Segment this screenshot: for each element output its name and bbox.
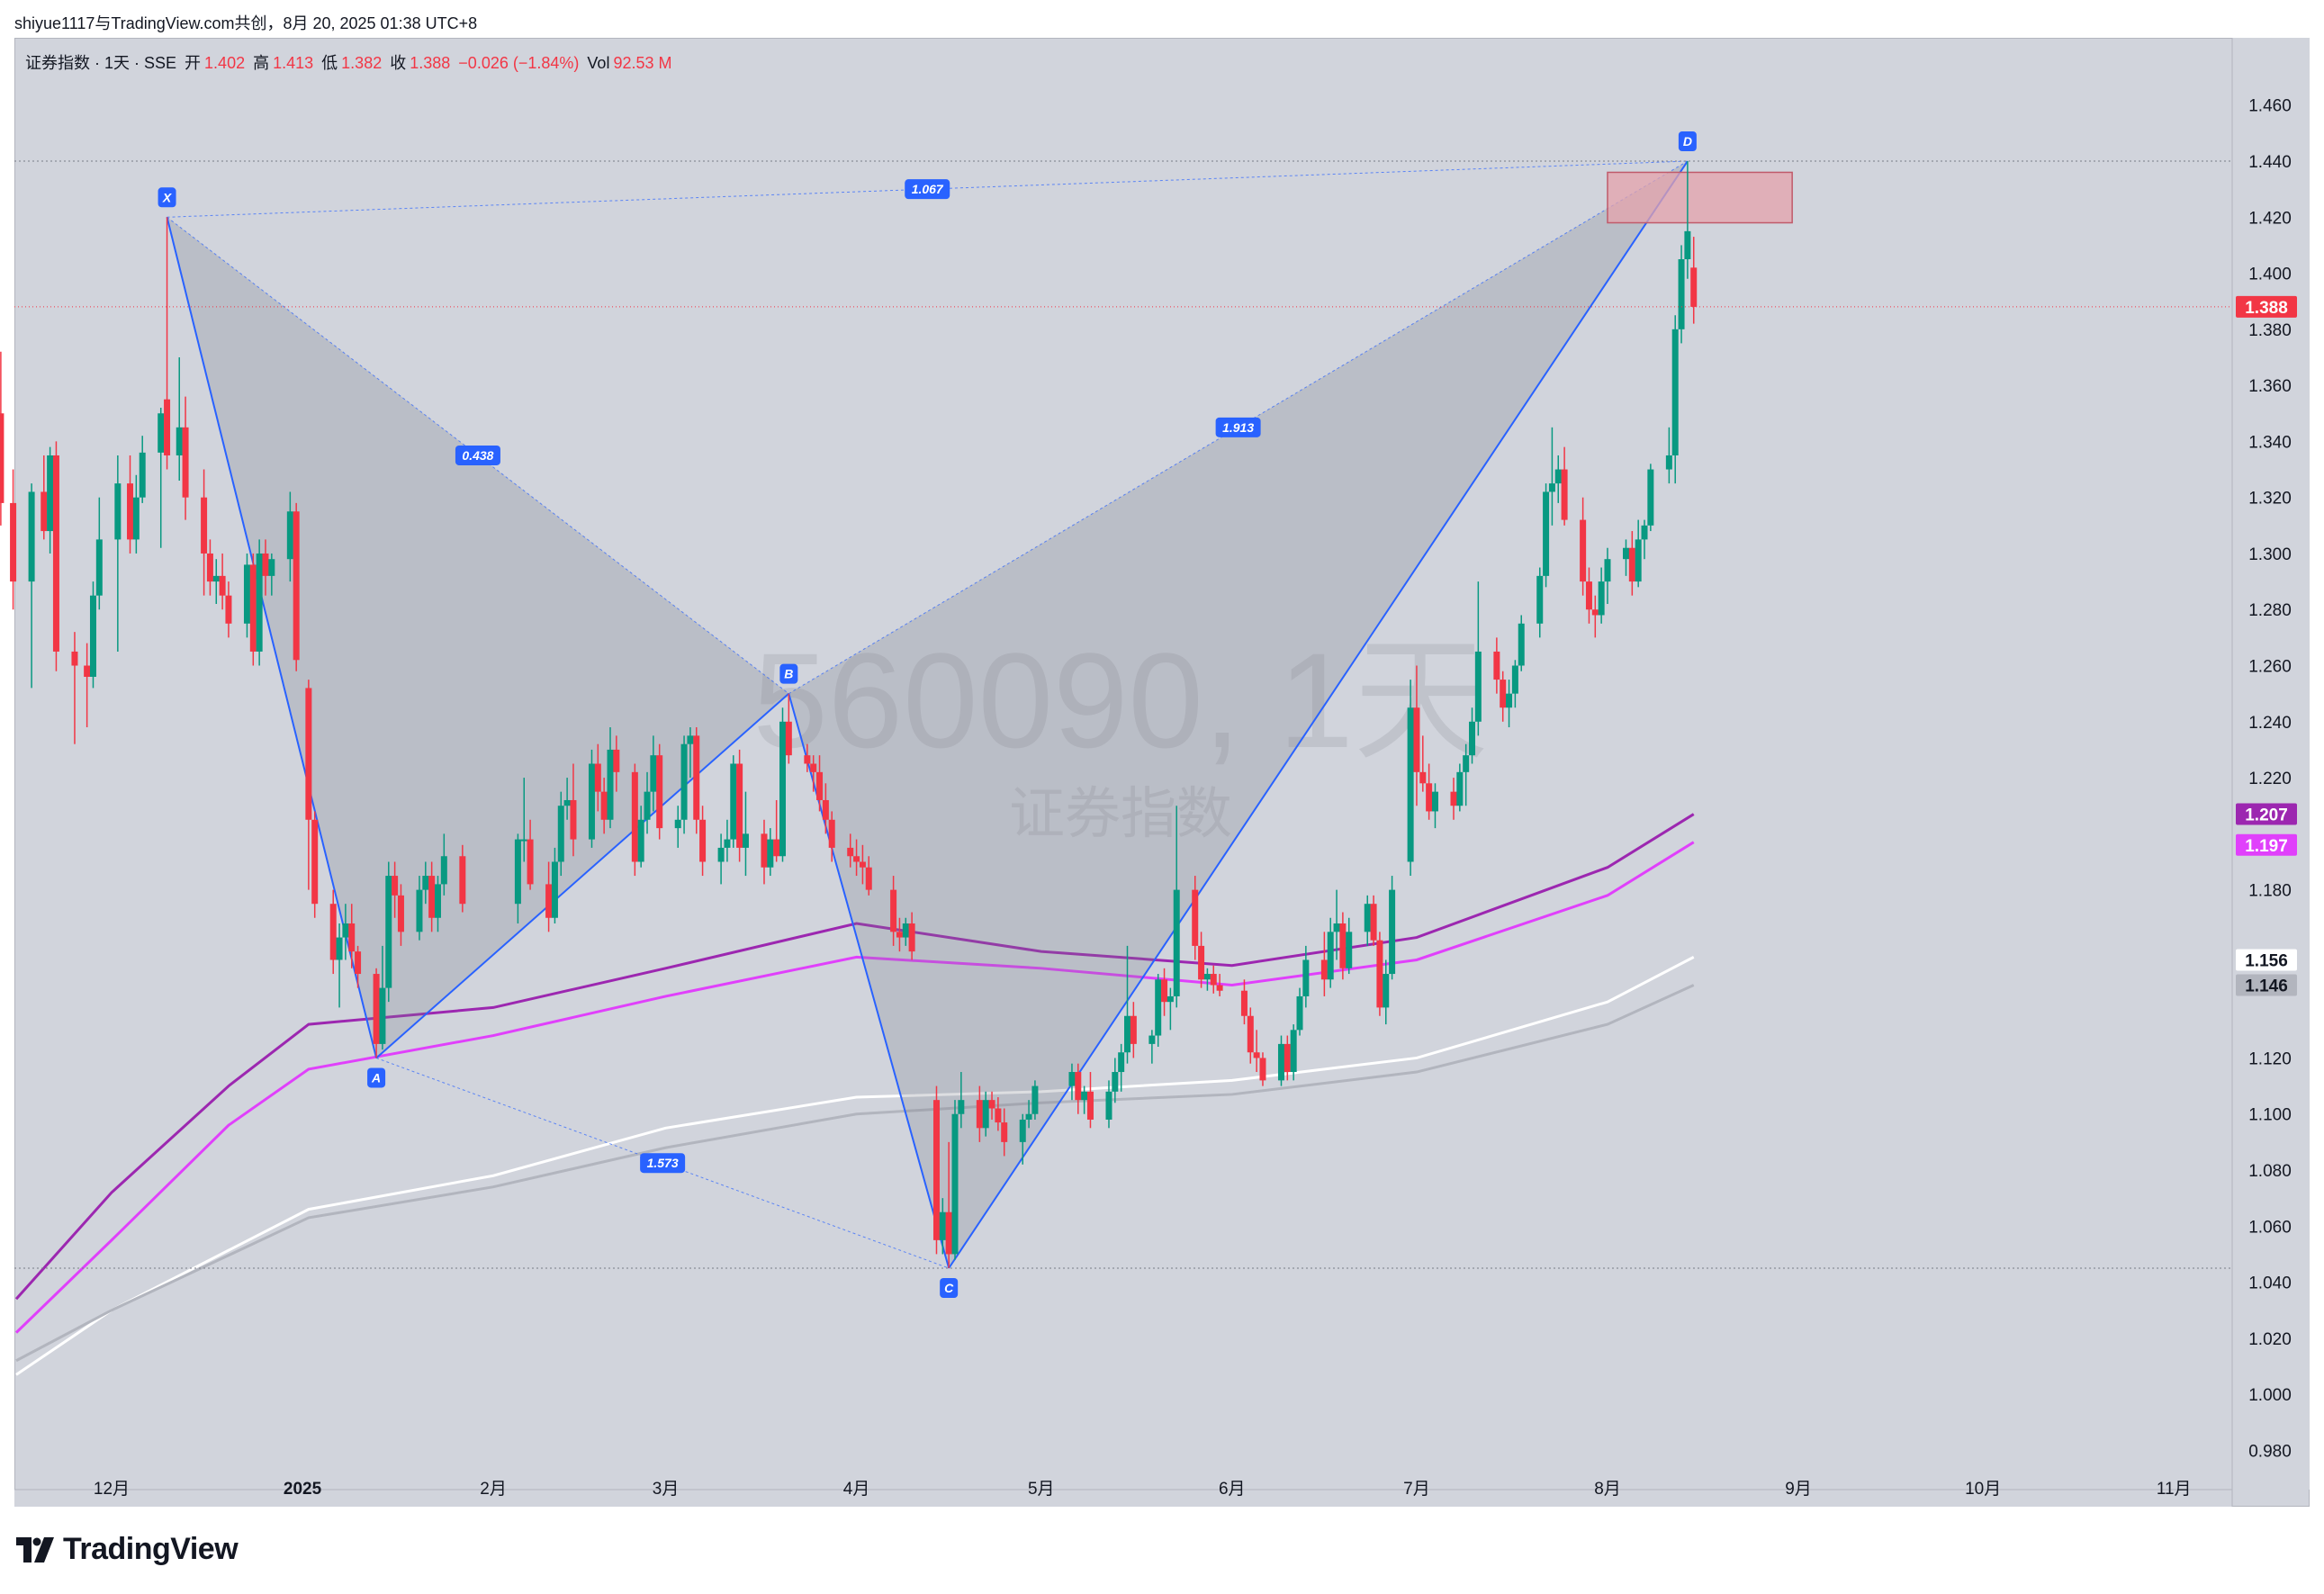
chart-panel[interactable] (14, 38, 2310, 1507)
volume-label: Vol (587, 54, 610, 72)
close-label: 收 (390, 54, 407, 72)
chart-header-title: shiyue1117与TradingView.com共创，8月 20, 2025… (14, 14, 478, 32)
tradingview-logo-text: TradingView (63, 1532, 239, 1566)
candle-body (0, 413, 5, 503)
low-value: 1.382 (341, 54, 383, 72)
tradingview-logo[interactable]: TradingView (16, 1532, 239, 1567)
open-label: 开 (185, 54, 202, 72)
currency-button[interactable]: CNY (2239, 45, 2293, 79)
low-label: 低 (321, 54, 338, 72)
symbol-name[interactable]: 证券指数 · 1天 · SSE (25, 54, 177, 72)
high-value: 1.413 (273, 54, 314, 72)
tradingview-logo-icon (16, 1536, 54, 1562)
volume-value: 92.53 M (613, 54, 672, 72)
change-value: −0.026 (−1.84%) (458, 54, 580, 72)
symbol-legend: 证券指数 · 1天 · SSE 开 1.402 高 1.413 低 1.382 收 1.… (25, 50, 676, 74)
high-label: 高 (253, 54, 270, 72)
close-value: 1.388 (410, 54, 451, 72)
open-value: 1.402 (204, 54, 246, 72)
